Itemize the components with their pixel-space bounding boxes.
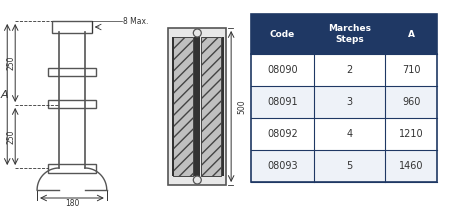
Text: 1210: 1210 xyxy=(399,129,424,139)
Text: 08092: 08092 xyxy=(267,129,298,139)
Bar xyxy=(48,164,96,173)
Text: 250: 250 xyxy=(7,129,16,144)
Bar xyxy=(251,118,437,150)
Text: 960: 960 xyxy=(402,97,420,107)
Text: 180: 180 xyxy=(65,199,79,208)
Text: 5: 5 xyxy=(346,161,352,171)
Bar xyxy=(173,37,193,176)
Text: 08093: 08093 xyxy=(267,161,298,171)
Bar xyxy=(251,54,437,86)
Bar xyxy=(194,37,200,176)
Text: 3: 3 xyxy=(346,97,352,107)
Text: 4: 4 xyxy=(346,129,352,139)
Text: Marches
Steps: Marches Steps xyxy=(328,24,371,44)
Bar xyxy=(201,37,221,176)
Text: 2: 2 xyxy=(346,65,352,75)
Text: 250: 250 xyxy=(7,56,16,70)
Text: A: A xyxy=(408,30,415,39)
Text: 1460: 1460 xyxy=(399,161,424,171)
Bar xyxy=(52,21,92,33)
Bar xyxy=(48,68,96,76)
Text: 08090: 08090 xyxy=(267,65,298,75)
Text: 710: 710 xyxy=(402,65,420,75)
Text: 500: 500 xyxy=(237,99,246,114)
Text: 08091: 08091 xyxy=(267,97,298,107)
Bar xyxy=(222,37,224,176)
Bar xyxy=(168,28,226,185)
Bar xyxy=(48,100,96,108)
Bar xyxy=(251,14,437,182)
Text: A: A xyxy=(0,89,8,100)
Text: Code: Code xyxy=(270,30,295,39)
Bar xyxy=(173,37,174,176)
Text: 8 Max.: 8 Max. xyxy=(123,16,148,25)
Bar xyxy=(251,150,437,182)
Bar xyxy=(251,86,437,118)
Bar xyxy=(251,14,437,54)
